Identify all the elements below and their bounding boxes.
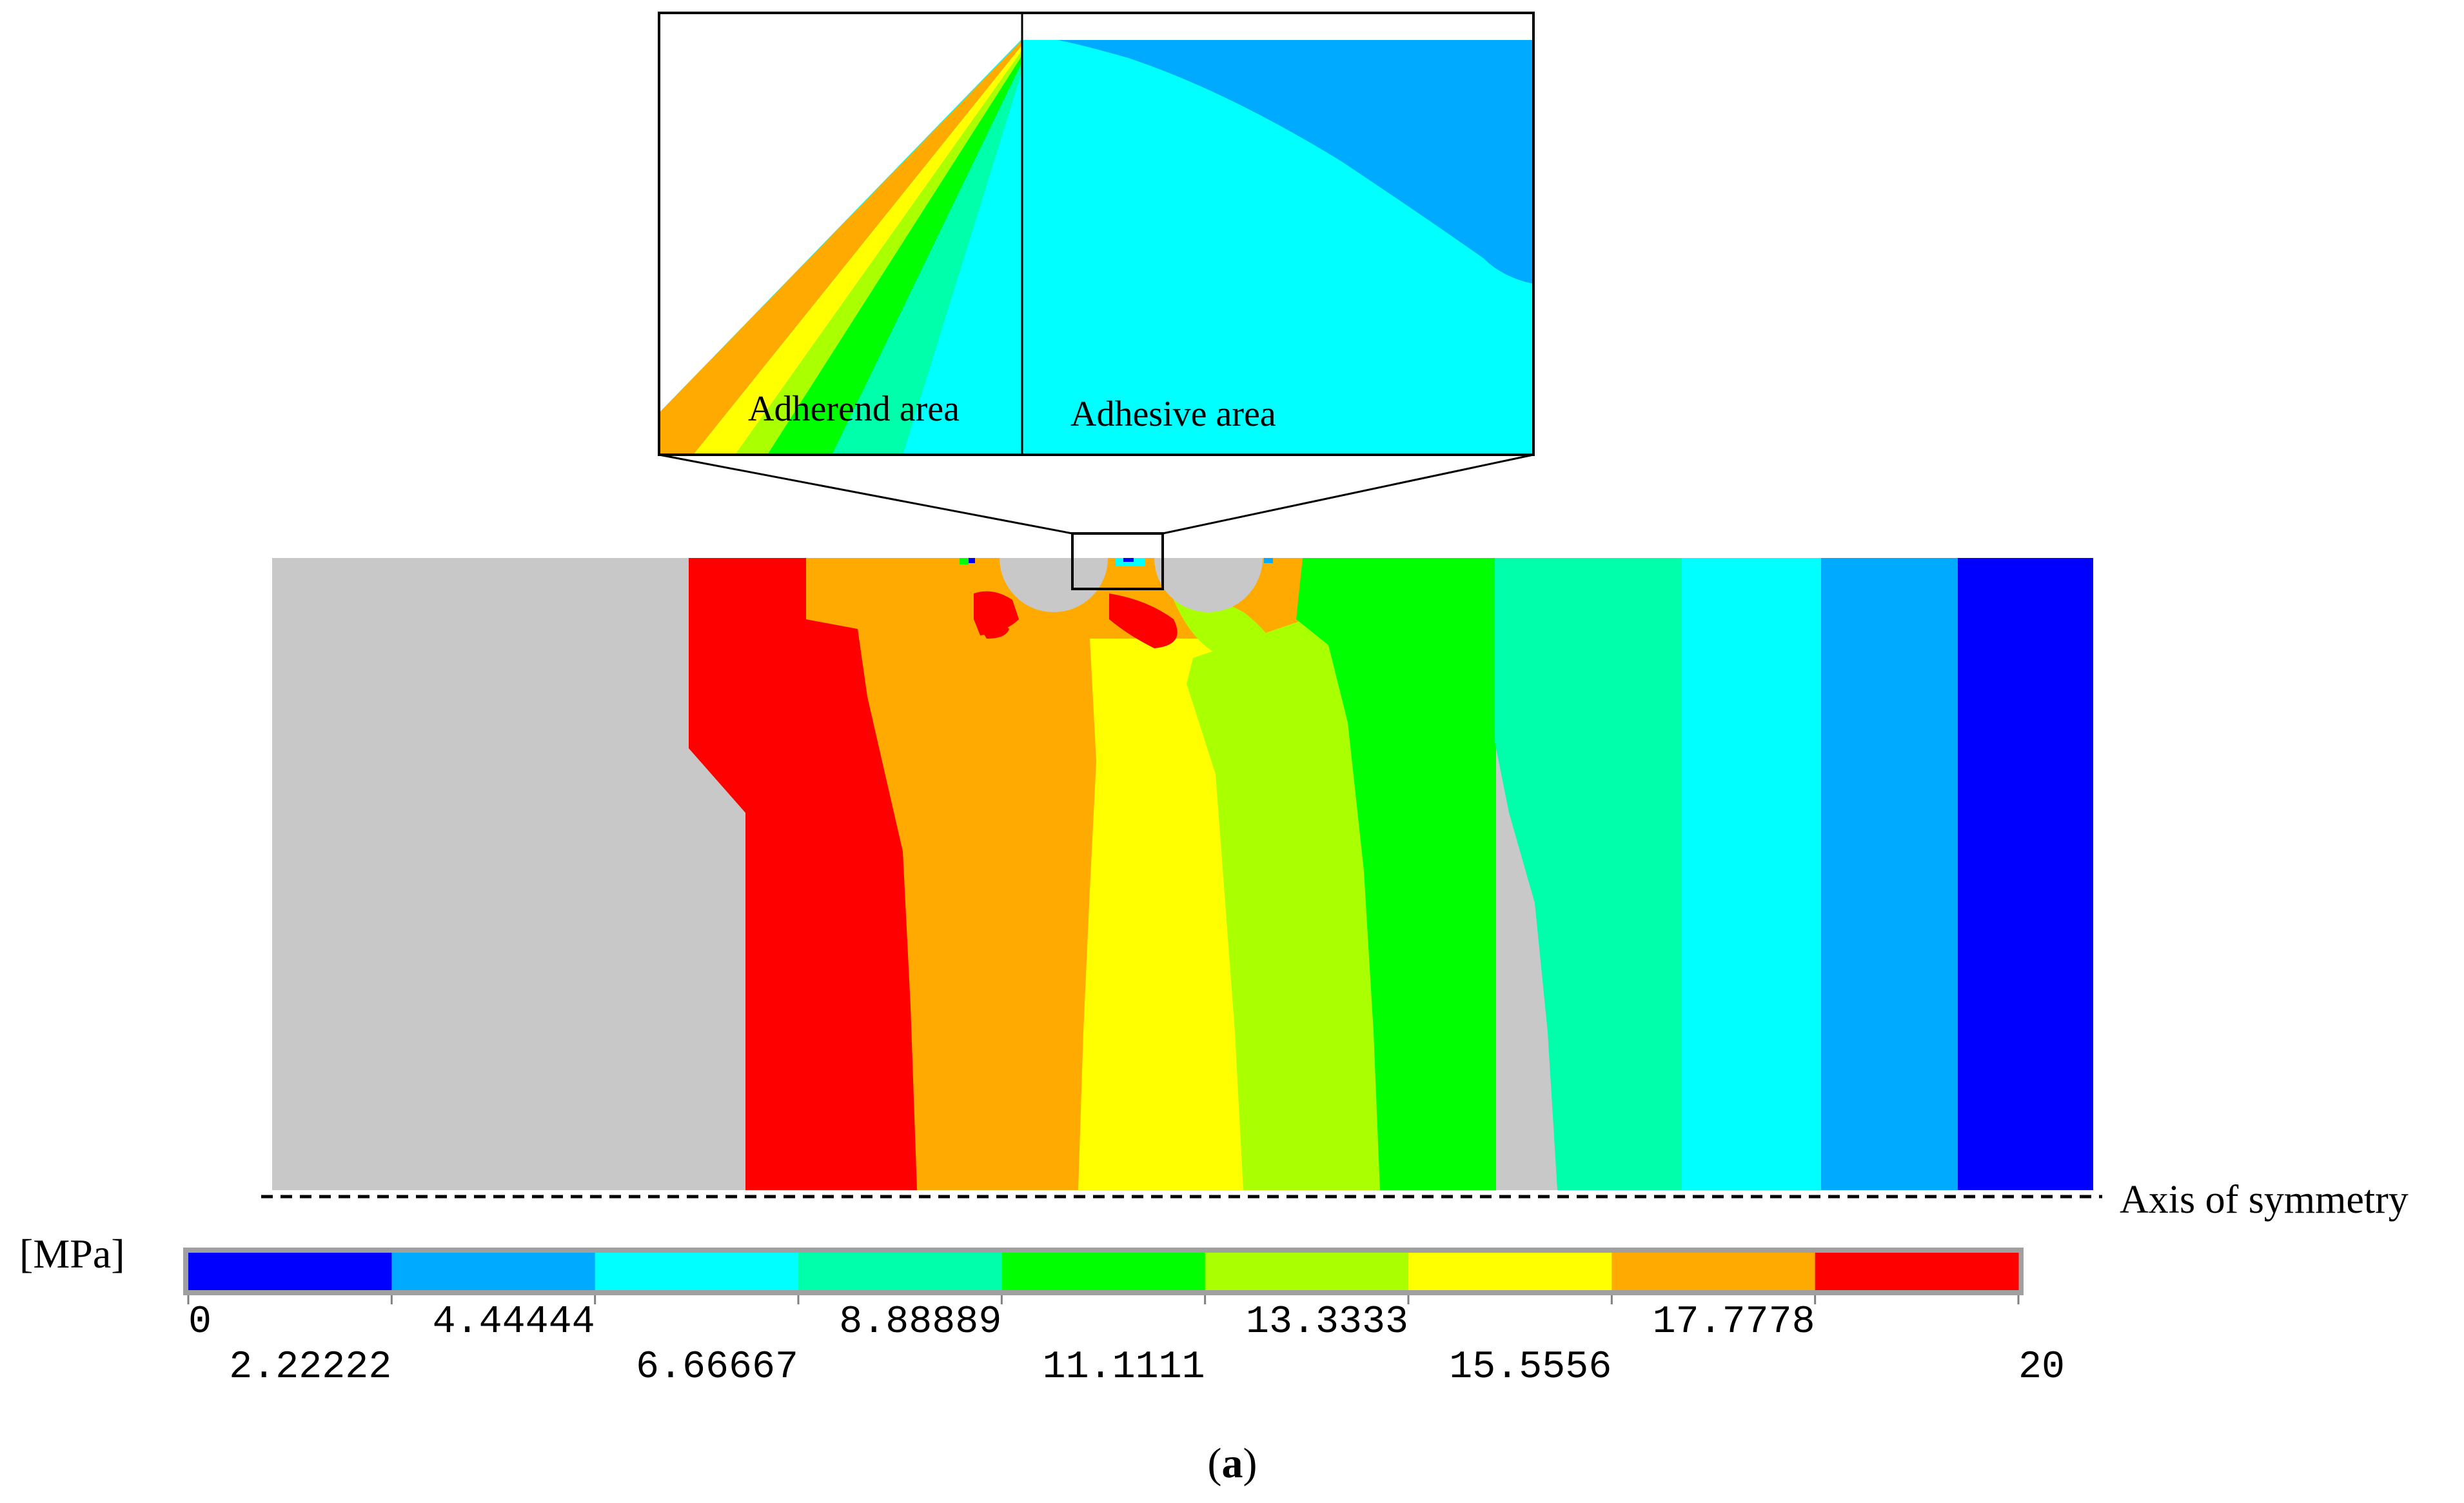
notch-tip-blue <box>969 558 975 563</box>
unit-label: [MPa] <box>19 1231 125 1277</box>
notch-tip-blue-center <box>1123 558 1134 562</box>
legend-swatch-3 <box>798 1253 1002 1290</box>
caption-letter: a <box>1222 1440 1243 1487</box>
zoom-region-marker <box>1071 532 1164 590</box>
legend-label-2: 4.44444 <box>433 1300 595 1344</box>
legend-label-7: 15.5556 <box>1449 1346 1611 1389</box>
notch-tip-green <box>960 558 969 564</box>
legend-label-1: 2.22222 <box>229 1346 391 1389</box>
legend-swatch-0 <box>188 1253 392 1290</box>
notch-red-patch-middle <box>1109 593 1178 648</box>
notch-orange-lobe <box>890 577 1065 735</box>
notch-left <box>1000 558 1108 612</box>
inset-empty-region <box>659 13 1022 413</box>
inset-frame <box>658 12 1535 456</box>
axis-of-symmetry-label: Axis of symmetry <box>2120 1178 2409 1222</box>
inset-band-teal <box>832 62 1022 455</box>
inset-band-yellow <box>693 45 1022 455</box>
inset-band-green <box>767 55 1022 455</box>
notch-right <box>1154 558 1263 612</box>
legend-swatch-5 <box>1205 1253 1409 1290</box>
main-contour-plot <box>272 532 2093 1190</box>
legend-swatch-7 <box>1611 1253 1816 1290</box>
legend-swatch-2 <box>595 1253 799 1290</box>
contour-band-green <box>1296 558 1496 1190</box>
contour-band-cyan <box>1682 558 1821 1190</box>
legend-swatch-6 <box>1408 1253 1612 1290</box>
zoom-connector-right <box>1162 453 1534 535</box>
legend-label-6: 13.3333 <box>1246 1300 1408 1344</box>
notch-stress-region <box>890 558 1283 735</box>
legend-label-4: 8.88889 <box>839 1300 1001 1344</box>
legend-swatch-4 <box>1001 1253 1206 1290</box>
legend-label-8: 17.7778 <box>1653 1300 1815 1344</box>
legend-label-5: 11.1111 <box>1043 1346 1205 1389</box>
adhesive-area-label: Adhesive area <box>1070 394 1276 434</box>
inset-band-light-green <box>735 50 1022 455</box>
legend-swatch-8 <box>1815 1253 2019 1290</box>
legend-label-3: 6.66667 <box>636 1346 798 1389</box>
caption: (a) <box>1208 1440 1257 1487</box>
notch-light-green-lobe <box>1174 598 1283 664</box>
zoom-inset: Adherend area Adhesive area <box>658 12 1535 456</box>
contour-band-light-blue <box>1821 558 1958 1190</box>
inset-band-orange <box>659 40 1022 455</box>
color-legend: 0 2.22222 4.44444 6.66667 8.88889 11.1111 13.3… <box>183 1248 2065 1389</box>
legend-label-9: 20 <box>2018 1346 2065 1389</box>
inset-empty-strip <box>1022 13 1533 40</box>
legend-label-0: 0 <box>188 1300 212 1344</box>
adherend-area-label: Adherend area <box>748 389 960 429</box>
contour-band-teal <box>1495 558 1682 1190</box>
notch-tip-light-blue <box>1264 558 1273 563</box>
contour-band-blue <box>1958 558 2093 1190</box>
notch-red-patch-left-lower <box>975 617 1009 639</box>
inset-light-blue-region <box>1058 40 1533 284</box>
zoom-connector-left <box>658 453 1073 535</box>
legend-swatch-1 <box>391 1253 596 1290</box>
